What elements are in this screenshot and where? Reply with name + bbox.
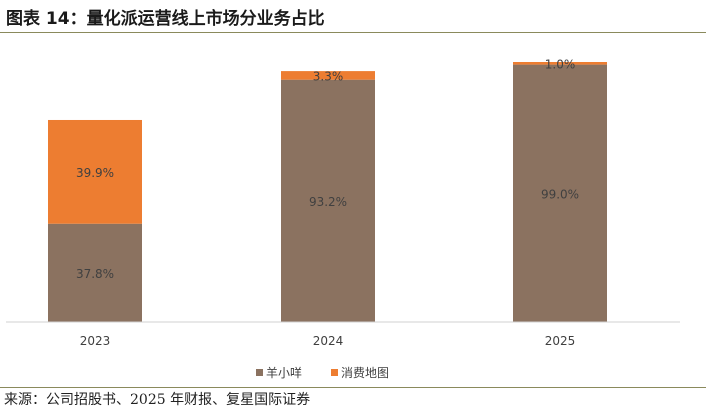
x-tick-label-2024: 2024 xyxy=(313,334,344,348)
legend-label-0: 羊小咩 xyxy=(266,365,302,380)
x-tick-label-2025: 2025 xyxy=(545,334,576,348)
bar-2023-series-1 xyxy=(48,119,142,224)
bar-2024-series-1 xyxy=(281,71,375,80)
chart-title: 图表 14：量化派运营线上市场分业务占比 xyxy=(6,9,325,29)
data-label-2024-series-1: 3.3% xyxy=(313,69,344,83)
data-label-2023-series-1: 39.9% xyxy=(76,166,114,180)
title-divider xyxy=(0,32,706,33)
legend-swatch-0 xyxy=(256,369,263,376)
data-label-2024-series-0: 93.2% xyxy=(309,195,347,209)
bar-2025-series-1 xyxy=(513,62,607,65)
legend-label-1: 消费地图 xyxy=(341,366,389,380)
data-label-2023-series-0: 37.8% xyxy=(76,267,114,281)
legend-swatch-1 xyxy=(331,369,338,376)
data-label-2025-series-1: 1.0% xyxy=(545,57,576,71)
x-tick-label-2023: 2023 xyxy=(80,334,111,348)
bar-2025-series-0 xyxy=(513,64,607,322)
source-note: 来源：公司招股书、2025 年财报、复星国际证券 xyxy=(4,392,311,408)
bar-2024-series-0 xyxy=(281,79,375,323)
bar-2023-series-0 xyxy=(48,223,142,322)
footer-divider xyxy=(0,387,706,388)
data-label-2025-series-0: 99.0% xyxy=(541,187,579,201)
